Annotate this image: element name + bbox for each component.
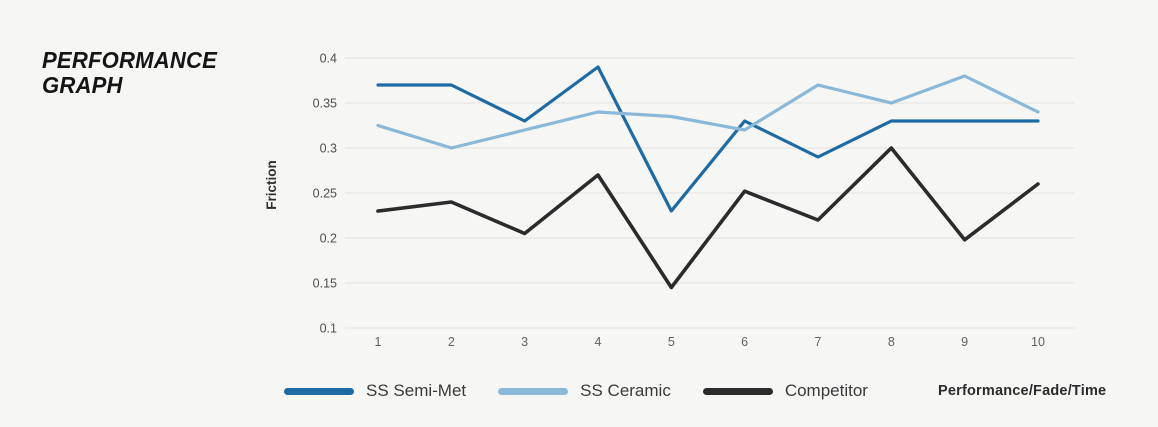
x-tick-label: 6 — [741, 335, 748, 349]
legend-items: SS Semi-Met SS Ceramic Competitor — [284, 381, 900, 401]
chart-title-line-1: PERFORMANCE — [42, 47, 218, 73]
x-tick-label: 10 — [1031, 335, 1045, 349]
legend-item-ss-semi-met: SS Semi-Met — [284, 381, 466, 401]
legend-label-ss-semi-met: SS Semi-Met — [366, 381, 467, 400]
x-tick-label: 5 — [668, 335, 675, 349]
legend-swatch-competitor — [702, 387, 773, 395]
chart-title-line-2: GRAPH — [42, 72, 123, 98]
legend-swatch-ss-ceramic — [498, 387, 569, 395]
series-line-competitor — [376, 146, 1040, 290]
legend-item-competitor: Competitor — [702, 381, 868, 401]
x-tick-label: 4 — [595, 335, 602, 349]
legend-label-ss-ceramic: SS Ceramic — [580, 381, 671, 400]
series-line-ss-ceramic — [376, 74, 1040, 150]
y-tick-label: 0.4 — [320, 52, 337, 66]
legend-swatch-ss-semi-met — [284, 387, 354, 395]
x-tick-label: 8 — [888, 335, 895, 349]
chart-title: PERFORMANCE GRAPH — [42, 48, 217, 98]
x-tick-label: 7 — [815, 335, 822, 349]
legend-item-ss-ceramic: SS Ceramic — [498, 381, 671, 401]
y-tick-label: 0.3 — [320, 142, 337, 156]
x-tick-label: 9 — [961, 335, 968, 349]
chart-legend: SS Semi-Met SS Ceramic Competitor Performa… — [284, 381, 1106, 401]
x-tick-label: 2 — [448, 335, 455, 349]
series-line-ss-semi-met — [376, 65, 1040, 213]
y-tick-label: 0.25 — [313, 187, 337, 201]
legend-label-competitor: Competitor — [784, 381, 868, 400]
y-tick-label: 0.35 — [313, 97, 337, 111]
y-tick-label: 0.1 — [320, 322, 337, 336]
x-tick-label: 3 — [521, 335, 528, 349]
y-tick-label: 0.15 — [313, 277, 337, 291]
y-tick-label: 0.2 — [320, 232, 337, 246]
x-axis-legend-label: Performance/Fade/Time — [937, 383, 1107, 399]
x-tick-label: 1 — [375, 335, 382, 349]
